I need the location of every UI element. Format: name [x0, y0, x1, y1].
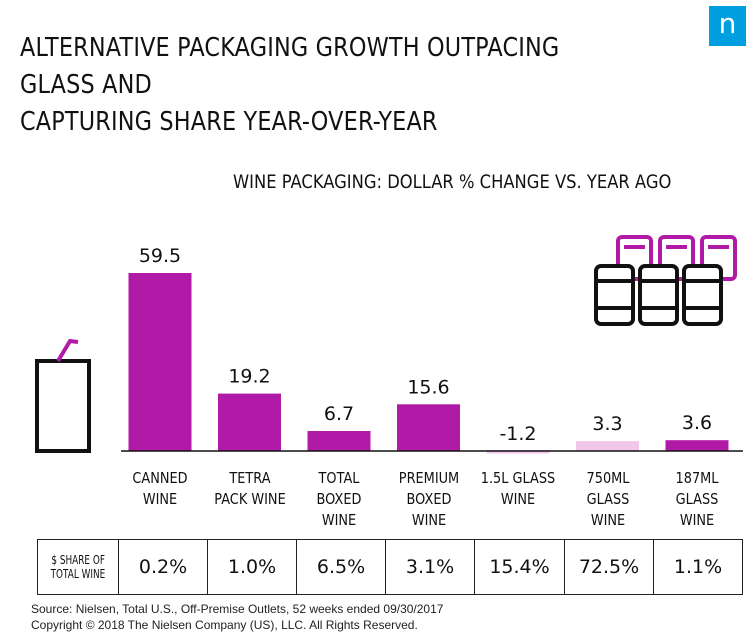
category-label: TOTAL BOXED WINE — [299, 468, 378, 531]
title-line-1: ALTERNATIVE PACKAGING GROWTH OUTPACING G… — [20, 33, 560, 100]
category-label-line: BOXED WINE — [406, 490, 451, 529]
share-cell: 1.1% — [653, 540, 742, 594]
bar — [307, 431, 371, 451]
category-label-line: 187ML — [675, 469, 719, 487]
category-label: CANNED WINE — [120, 468, 199, 510]
bar — [218, 393, 281, 451]
category-label: TETRA PACK WINE — [210, 468, 289, 510]
share-table: $ SHARE OF TOTAL WINE 0.2% 1.0% 6.5% 3.1… — [37, 539, 743, 595]
chart-title: WINE PACKAGING: DOLLAR % CHANGE VS. YEAR… — [233, 171, 672, 193]
bar-value-label: 15.6 — [407, 376, 449, 398]
share-header: $ SHARE OF TOTAL WINE — [38, 540, 118, 594]
bar — [397, 404, 460, 451]
share-cell: 1.0% — [207, 540, 296, 594]
category-label-line: TETRA — [228, 469, 271, 487]
category-label-line: 1.5L GLASS — [480, 469, 556, 487]
title-line-2: CAPTURING SHARE YEAR-OVER-YEAR — [20, 107, 438, 137]
category-label-line: PACK WINE — [213, 490, 286, 508]
bar — [486, 450, 550, 454]
category-label-line: WINE — [142, 490, 178, 508]
copyright-text: Copyright © 2018 The Nielsen Company (US… — [31, 618, 418, 632]
bar-value-label: 3.3 — [592, 413, 622, 435]
bar — [576, 441, 639, 451]
bar — [665, 440, 729, 451]
share-cell: 0.2% — [118, 540, 207, 594]
bar — [128, 273, 192, 451]
category-label-line: WINE — [500, 490, 536, 508]
cans-icon — [594, 235, 737, 326]
nielsen-logo: n — [709, 6, 746, 46]
category-label-line: WINE — [321, 511, 357, 529]
bar-value-label: 19.2 — [228, 366, 270, 388]
category-label-line: TOTAL BOXED — [316, 469, 362, 508]
source-text: Source: Nielsen, Total U.S., Off-Premise… — [31, 602, 444, 616]
share-cell: 15.4% — [474, 540, 564, 594]
bar-value-label: 3.6 — [682, 412, 712, 434]
category-label-line: GLASS WINE — [586, 490, 629, 529]
category-label: PREMIUM BOXED WINE — [389, 468, 468, 531]
category-label: 187ML GLASS WINE — [657, 468, 736, 531]
share-cell: 6.5% — [296, 540, 385, 594]
share-cell: 72.5% — [564, 540, 653, 594]
bar-value-label: 6.7 — [324, 403, 354, 425]
share-header-line-2: TOTAL WINE — [50, 567, 106, 581]
category-label-line: GLASS WINE — [675, 490, 719, 529]
page-title: ALTERNATIVE PACKAGING GROWTH OUTPACING G… — [20, 30, 570, 141]
share-cell: 3.1% — [385, 540, 474, 594]
category-label: 1.5L GLASS WINE — [478, 468, 557, 510]
bar-value-label: 59.5 — [139, 245, 181, 267]
share-header-line-1: $ SHARE OF — [51, 553, 105, 567]
category-label: 750ML GLASS WINE — [568, 468, 647, 531]
bars-group: 59.5 19.2 6.7 15.6 -1.2 3.3 3.6 — [128, 245, 729, 454]
juice-box-icon — [35, 338, 91, 453]
bar-value-label: -1.2 — [499, 423, 536, 445]
category-label-line: 750ML — [586, 469, 629, 487]
category-label-line: CANNED — [132, 469, 188, 487]
source-note: Source: Nielsen, Total U.S., Off-Premise… — [31, 601, 443, 633]
category-label-line: PREMIUM — [398, 469, 459, 487]
